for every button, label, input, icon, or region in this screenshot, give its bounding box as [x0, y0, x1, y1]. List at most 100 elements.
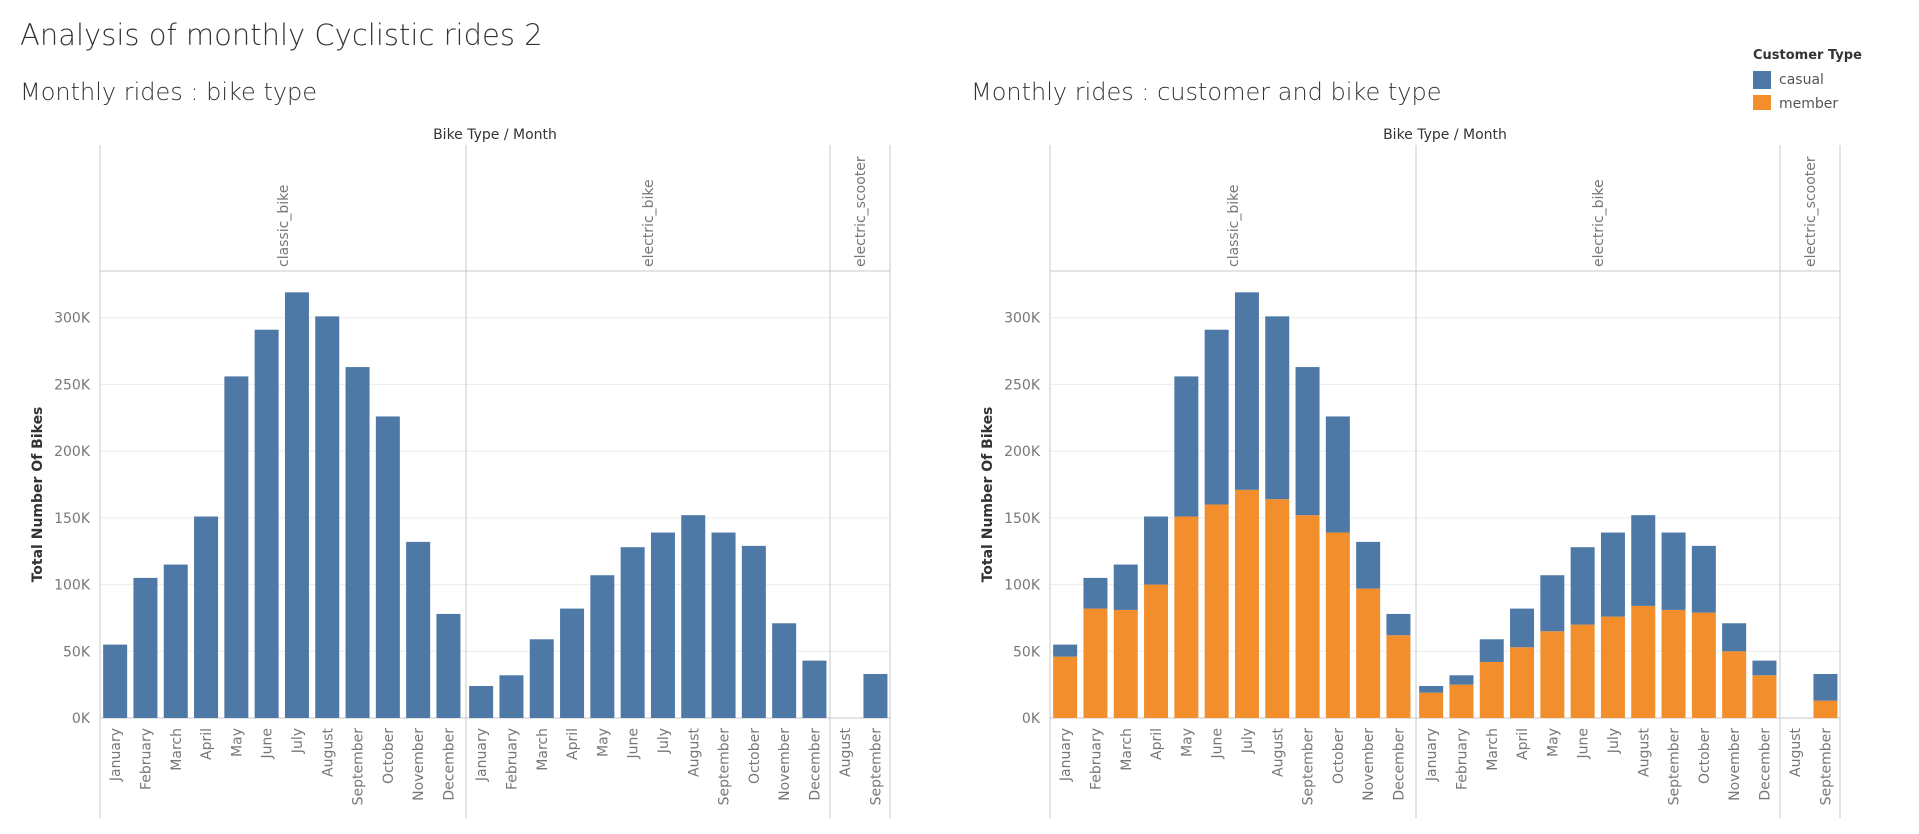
bar-member[interactable]: [1631, 605, 1656, 718]
bar-member[interactable]: [1813, 700, 1838, 718]
bar-member[interactable]: [1661, 609, 1686, 718]
bar-member[interactable]: [1204, 504, 1229, 718]
bar[interactable]: [375, 416, 400, 718]
bar-casual[interactable]: [1540, 575, 1565, 632]
bar-member[interactable]: [1449, 684, 1474, 718]
bar-casual[interactable]: [1113, 564, 1138, 610]
bar-member[interactable]: [1113, 609, 1138, 718]
bar-casual[interactable]: [1661, 532, 1686, 610]
x-tick-label: January: [474, 728, 490, 782]
bar[interactable]: [133, 577, 158, 718]
bar-casual[interactable]: [1295, 367, 1320, 516]
bar[interactable]: [681, 515, 706, 718]
bar-member[interactable]: [1510, 647, 1535, 718]
bar[interactable]: [345, 367, 370, 718]
bar-casual[interactable]: [1813, 673, 1838, 701]
x-tick-label: September: [1667, 728, 1683, 806]
bar-casual[interactable]: [1174, 376, 1199, 517]
bar[interactable]: [802, 660, 827, 718]
bar-casual[interactable]: [1053, 644, 1078, 657]
bar[interactable]: [529, 639, 554, 718]
bar[interactable]: [650, 532, 675, 718]
bar[interactable]: [772, 623, 797, 718]
bar[interactable]: [406, 541, 431, 718]
x-tick-label: August: [1636, 727, 1652, 777]
x-tick-label: December: [807, 728, 823, 801]
bar-member[interactable]: [1540, 631, 1565, 718]
x-tick-label: January: [108, 728, 124, 782]
bar-member[interactable]: [1722, 651, 1747, 718]
bar-casual[interactable]: [1265, 316, 1290, 500]
x-tick-label: March: [169, 728, 185, 771]
bar-casual[interactable]: [1144, 516, 1169, 585]
bar-member[interactable]: [1083, 608, 1108, 718]
bar-casual[interactable]: [1570, 547, 1595, 625]
bar-casual[interactable]: [1356, 541, 1381, 589]
y-tick-label: 200K: [54, 444, 91, 460]
bar-member[interactable]: [1356, 588, 1381, 718]
bar-member[interactable]: [1265, 499, 1290, 718]
bar-member[interactable]: [1570, 624, 1595, 718]
legend-item-casual[interactable]: casual: [1753, 68, 1913, 92]
bar[interactable]: [620, 547, 645, 718]
bar[interactable]: [560, 608, 585, 718]
bar-member[interactable]: [1600, 616, 1625, 718]
bar-casual[interactable]: [1083, 577, 1108, 609]
bar-casual[interactable]: [1325, 416, 1350, 533]
bar-casual[interactable]: [1510, 608, 1535, 648]
x-tick-label: October: [747, 728, 763, 784]
bar-member[interactable]: [1234, 489, 1259, 718]
bar-member[interactable]: [1295, 515, 1320, 718]
bar[interactable]: [284, 292, 309, 718]
bar[interactable]: [863, 673, 888, 718]
x-tick-label: July: [1606, 728, 1622, 754]
x-tick-label: July: [656, 728, 672, 754]
bar-casual[interactable]: [1600, 532, 1625, 617]
bar-casual[interactable]: [1722, 623, 1747, 652]
legend-item-member[interactable]: member: [1753, 92, 1913, 110]
bar[interactable]: [499, 675, 524, 718]
x-tick-label: July: [290, 728, 306, 754]
bar-casual[interactable]: [1479, 639, 1504, 662]
bar[interactable]: [163, 564, 188, 718]
x-tick-label: January: [1424, 728, 1440, 782]
bar-member[interactable]: [1386, 635, 1411, 718]
legend: Customer Type casual member: [1753, 48, 1913, 110]
bar-casual[interactable]: [1386, 613, 1411, 636]
y-tick-label: 250K: [54, 377, 91, 393]
x-tick-label: May: [595, 728, 611, 757]
x-tick-label: May: [229, 728, 245, 757]
bar[interactable]: [315, 316, 340, 718]
bar[interactable]: [469, 685, 494, 718]
bar-casual[interactable]: [1691, 545, 1716, 613]
bar-member[interactable]: [1691, 612, 1716, 718]
column-header: Bike Type / Month: [433, 127, 557, 143]
bar-member[interactable]: [1174, 516, 1199, 718]
bar[interactable]: [194, 516, 219, 718]
y-tick-label: 100K: [54, 578, 91, 594]
bar[interactable]: [254, 329, 279, 718]
bar[interactable]: [103, 644, 128, 718]
bar-member[interactable]: [1144, 584, 1169, 718]
y-tick-label: 0K: [72, 711, 91, 727]
x-tick-label: April: [199, 728, 215, 760]
y-tick-label: 300K: [1004, 311, 1041, 327]
bar-casual[interactable]: [1419, 685, 1444, 693]
bar[interactable]: [590, 575, 615, 718]
bar-casual[interactable]: [1752, 660, 1777, 676]
x-tick-label: November: [1727, 728, 1743, 801]
bar-casual[interactable]: [1204, 329, 1229, 505]
bar-member[interactable]: [1752, 675, 1777, 718]
x-tick-label: August: [320, 727, 336, 777]
bar[interactable]: [224, 376, 249, 718]
bar-casual[interactable]: [1234, 292, 1259, 490]
bar-member[interactable]: [1419, 692, 1444, 718]
bar-member[interactable]: [1325, 532, 1350, 718]
bar-member[interactable]: [1053, 656, 1078, 718]
bar-casual[interactable]: [1449, 675, 1474, 685]
bar[interactable]: [741, 545, 766, 718]
bar[interactable]: [711, 532, 736, 718]
bar-casual[interactable]: [1631, 515, 1656, 606]
bar-member[interactable]: [1479, 661, 1504, 718]
bar[interactable]: [436, 613, 461, 718]
